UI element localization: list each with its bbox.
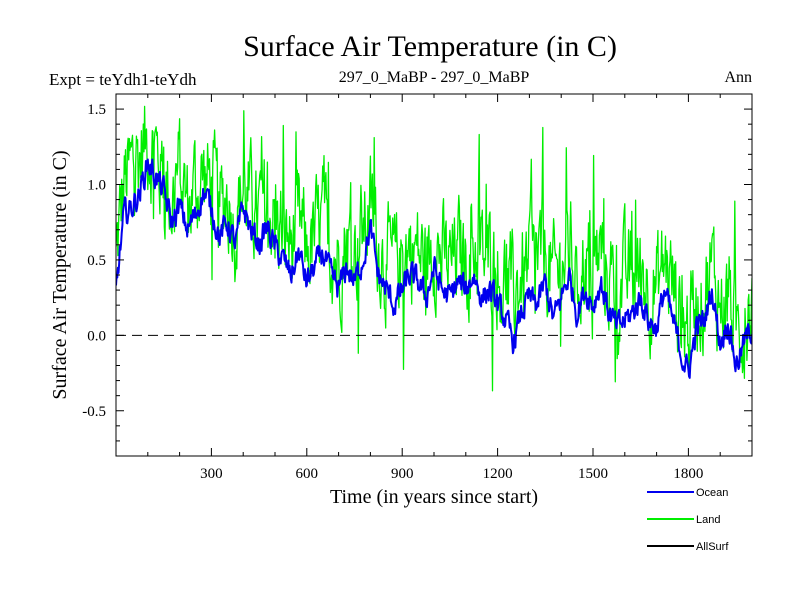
x-tick-label: 900 <box>391 466 414 482</box>
chart-title: Surface Air Temperature (in C) <box>243 30 617 63</box>
y-tick-label: 1.0 <box>87 178 106 194</box>
axis-ticks: 300 600 900 1200 1500 1800 -0.5 0.0 0.5 1.0 1.5 <box>82 94 752 482</box>
legend-label-land: Land <box>696 514 720 526</box>
series-line-land <box>116 105 752 392</box>
x-tick-label: 1800 <box>673 466 703 482</box>
x-tick-label: 1500 <box>578 466 608 482</box>
y-tick-label: 0.0 <box>87 328 106 344</box>
legend: Ocean Land AllSurf <box>647 487 729 553</box>
x-tick-label: 600 <box>296 466 319 482</box>
legend-label-ocean: Ocean <box>696 487 728 499</box>
series-layer <box>116 105 752 392</box>
chart-subtitle-left: Expt = teYdh1-teYdh <box>49 70 197 89</box>
series-line-ocean <box>116 158 752 379</box>
legend-label-allsurf: AllSurf <box>696 541 729 553</box>
y-tick-label: 1.5 <box>87 102 106 118</box>
chart-subtitle-center: 297_0_MaBP - 297_0_MaBP <box>339 69 530 86</box>
chart-subtitle-right: Ann <box>724 69 752 86</box>
x-axis-label: Time (in years since start) <box>330 486 538 508</box>
x-tick-label: 300 <box>200 466 223 482</box>
x-tick-label: 1200 <box>483 466 513 482</box>
y-tick-label: -0.5 <box>82 404 106 420</box>
y-tick-label: 0.5 <box>87 253 106 269</box>
y-axis-label: Surface Air Temperature (in C) <box>49 150 71 399</box>
